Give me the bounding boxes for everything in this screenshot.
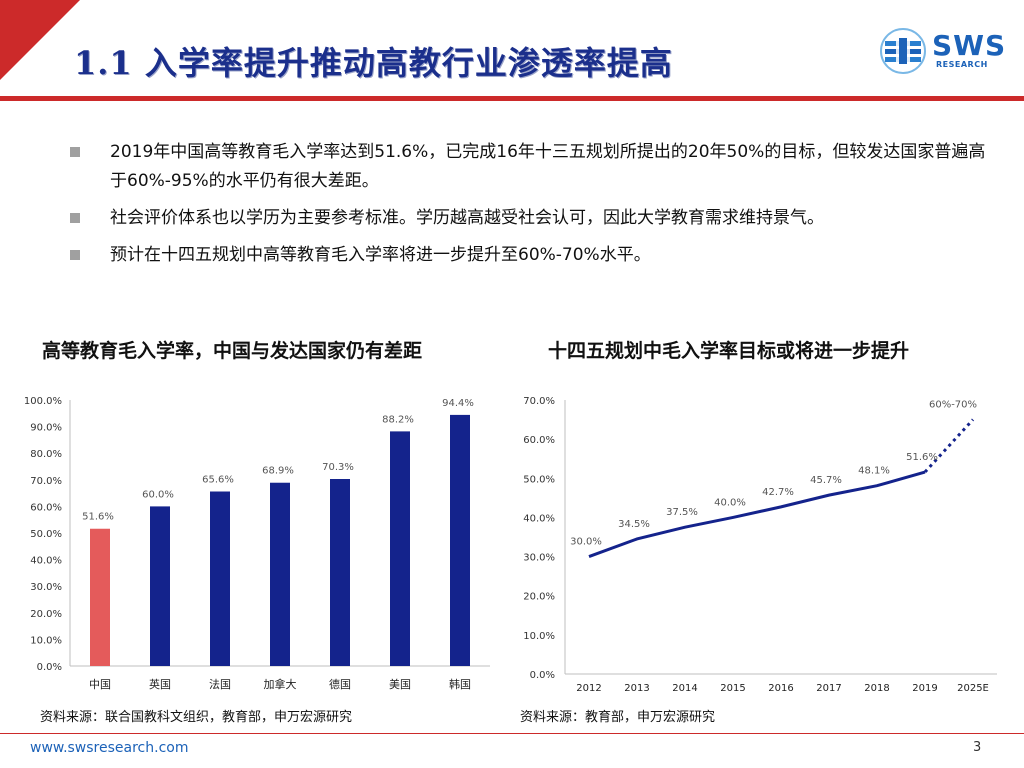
- bullet-item: 预计在十四五规划中高等教育毛入学率将进一步提升至60%-70%水平。: [70, 241, 990, 270]
- footer-divider: [0, 733, 1024, 734]
- y-tick-label: 50.0%: [523, 474, 555, 485]
- data-label: 34.5%: [618, 519, 650, 530]
- bullet-text: 2019年中国高等教育毛入学率达到51.6%，已完成16年十三五规划所提出的20…: [110, 142, 986, 191]
- bar: [270, 482, 290, 666]
- y-tick-label: 90.0%: [30, 423, 62, 434]
- x-tick-label: 韩国: [449, 677, 471, 691]
- sws-logo-icon: [880, 28, 926, 74]
- data-label: 37.5%: [666, 507, 698, 518]
- logo-text: SWS: [932, 29, 1007, 62]
- x-tick-label: 加拿大: [264, 677, 297, 691]
- y-tick-label: 40.0%: [523, 513, 555, 524]
- bar: [90, 528, 110, 666]
- x-tick-label: 2017: [816, 683, 841, 694]
- data-label: 51.6%: [82, 512, 114, 523]
- data-label: 48.1%: [858, 466, 890, 477]
- x-tick-label: 2012: [576, 683, 601, 694]
- data-label: 94.4%: [442, 398, 474, 409]
- right-chart-heading: 十四五规划中毛入学率目标或将进一步提升: [548, 340, 910, 362]
- data-label: 51.6%: [906, 452, 938, 463]
- y-tick-label: 10.0%: [30, 635, 62, 646]
- left-chart-source: 资料来源：联合国教科文组织，教育部，申万宏源研究: [40, 710, 353, 725]
- bar: [390, 431, 410, 666]
- y-tick-label: 60.0%: [523, 435, 555, 446]
- x-tick-label: 2016: [768, 683, 793, 694]
- bullet-square-icon: [70, 147, 80, 157]
- x-tick-label: 2018: [864, 683, 889, 694]
- data-label: 60.0%: [142, 489, 174, 500]
- bullet-list: 2019年中国高等教育毛入学率达到51.6%，已完成16年十三五规划所提出的20…: [70, 138, 990, 278]
- logo-subtext: RESEARCH: [936, 60, 988, 69]
- data-label: 30.0%: [570, 537, 602, 548]
- projected-series-line: [923, 418, 975, 474]
- y-tick-label: 0.0%: [37, 662, 62, 673]
- page-title: 1.1 入学率提升推动高教行业渗透率提高: [74, 44, 673, 82]
- y-tick-label: 50.0%: [30, 529, 62, 540]
- bullet-text: 社会评价体系也以学历为主要参考标准。学历越高越受社会认可，因此大学教育需求维持景…: [110, 208, 824, 228]
- y-tick-label: 70.0%: [30, 476, 62, 487]
- data-label: 65.6%: [202, 475, 234, 486]
- x-tick-label: 德国: [329, 677, 351, 691]
- bullet-text: 预计在十四五规划中高等教育毛入学率将进一步提升至60%-70%水平。: [110, 245, 651, 265]
- y-tick-label: 10.0%: [523, 631, 555, 642]
- header-red-corner: [0, 0, 80, 80]
- x-tick-label: 2025E: [957, 683, 989, 694]
- bar: [210, 491, 230, 666]
- data-label: 40.0%: [714, 497, 746, 508]
- x-tick-label: 2015: [720, 683, 745, 694]
- y-tick-label: 20.0%: [30, 609, 62, 620]
- x-tick-label: 中国: [89, 678, 111, 691]
- x-tick-label: 美国: [389, 678, 411, 691]
- bar: [450, 414, 470, 666]
- y-tick-label: 80.0%: [30, 449, 62, 460]
- series-line: [588, 470, 926, 558]
- data-label: 45.7%: [810, 475, 842, 486]
- data-label: 60%-70%: [929, 400, 977, 411]
- header-divider: [0, 96, 1024, 101]
- data-label: 88.2%: [382, 414, 414, 425]
- data-label: 42.7%: [762, 487, 794, 498]
- y-tick-label: 40.0%: [30, 556, 62, 567]
- y-tick-label: 0.0%: [530, 670, 555, 681]
- y-tick-label: 30.0%: [523, 553, 555, 564]
- bullet-item: 2019年中国高等教育毛入学率达到51.6%，已完成16年十三五规划所提出的20…: [70, 138, 990, 196]
- bullet-item: 社会评价体系也以学历为主要参考标准。学历越高越受社会认可，因此大学教育需求维持景…: [70, 204, 990, 233]
- x-tick-label: 2013: [624, 683, 649, 694]
- enrollment-line-chart: 0.0% 10.0% 20.0% 30.0% 40.0% 50.0% 60.0% 70.0% 3…: [523, 396, 997, 694]
- x-tick-label: 法国: [209, 677, 231, 691]
- x-tick-label: 2014: [672, 683, 697, 694]
- page-number: 3: [973, 740, 982, 755]
- right-chart-source: 资料来源：教育部，申万宏源研究: [520, 710, 716, 725]
- data-label: 68.9%: [262, 466, 294, 477]
- footer-website-link[interactable]: www.swsresearch.com: [30, 740, 189, 756]
- y-tick-label: 20.0%: [523, 592, 555, 603]
- bullet-square-icon: [70, 213, 80, 223]
- bullet-square-icon: [70, 250, 80, 260]
- y-tick-label: 60.0%: [30, 502, 62, 513]
- enrollment-bar-chart: 0.0% 10.0% 20.0% 30.0% 40.0% 50.0% 60.0% 70.0% 8…: [24, 396, 490, 691]
- y-tick-label: 70.0%: [523, 396, 555, 407]
- x-tick-label: 英国: [149, 677, 171, 691]
- x-tick-label: 2019: [912, 683, 937, 694]
- bar: [330, 479, 350, 666]
- data-label: 70.3%: [322, 462, 354, 473]
- y-tick-label: 30.0%: [30, 582, 62, 593]
- y-tick-label: 100.0%: [24, 396, 62, 407]
- left-chart-heading: 高等教育毛入学率，中国与发达国家仍有差距: [42, 340, 423, 362]
- bar: [150, 506, 170, 666]
